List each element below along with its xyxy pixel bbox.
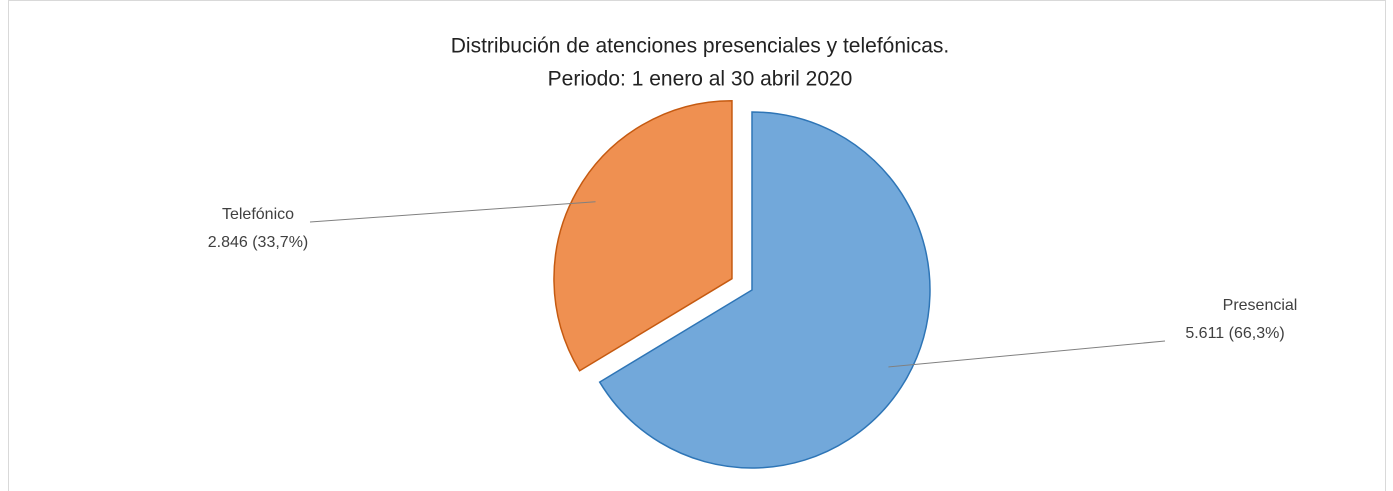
value-label: 2.846 (33,7%): [208, 234, 309, 251]
chart-title: Distribución de atenciones presenciales …: [451, 35, 949, 58]
pie-slice: [598, 111, 931, 469]
pie-slice: [553, 99, 733, 372]
leader-line: [888, 340, 1166, 368]
value-label: 5.611 (66,3%): [1185, 325, 1284, 342]
slice-label: Telefónico: [222, 206, 294, 223]
leader-line: [309, 201, 596, 223]
chart-subtitle: Periodo: 1 enero al 30 abril 2020: [548, 68, 853, 91]
slice-label: Presencial: [1223, 297, 1298, 314]
